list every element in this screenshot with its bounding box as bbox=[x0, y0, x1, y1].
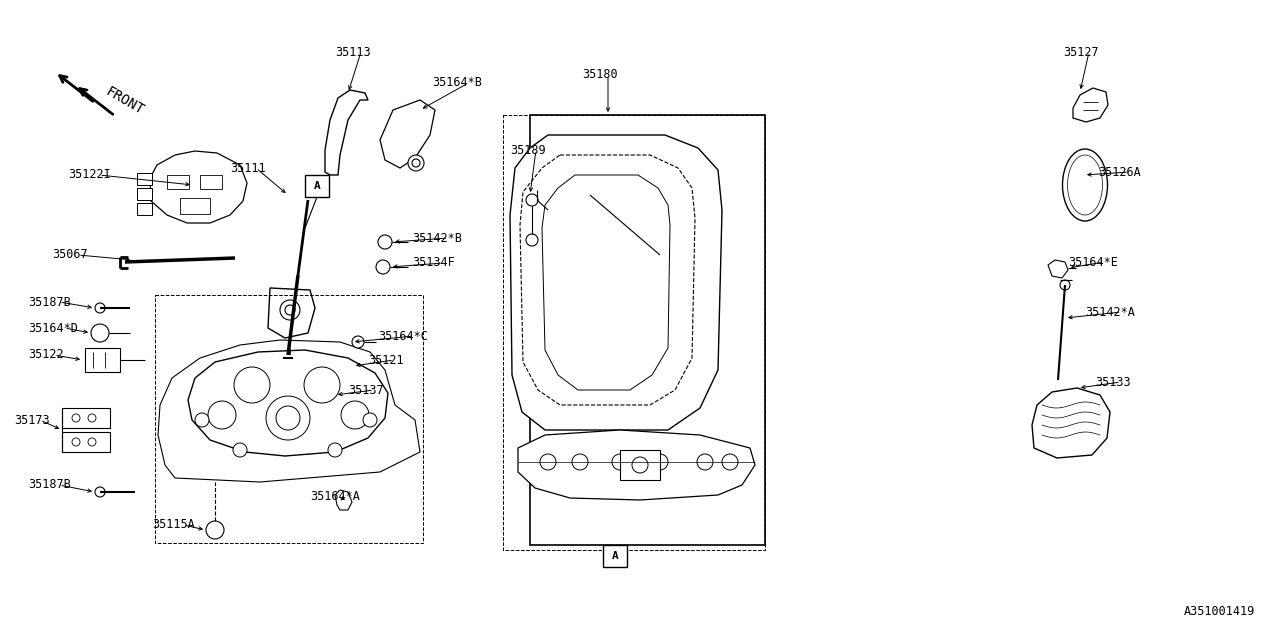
Polygon shape bbox=[325, 90, 369, 175]
Polygon shape bbox=[520, 155, 695, 405]
Text: 35111: 35111 bbox=[230, 161, 266, 175]
Polygon shape bbox=[188, 350, 388, 456]
Bar bbox=[503, 115, 765, 550]
Text: 35173: 35173 bbox=[14, 413, 50, 426]
Text: 35121: 35121 bbox=[369, 353, 403, 367]
Circle shape bbox=[276, 406, 300, 430]
Circle shape bbox=[540, 454, 556, 470]
Text: 35134F: 35134F bbox=[412, 257, 454, 269]
Circle shape bbox=[88, 414, 96, 422]
Text: 35122I: 35122I bbox=[68, 168, 111, 182]
Text: A: A bbox=[612, 551, 618, 561]
Circle shape bbox=[340, 401, 369, 429]
Circle shape bbox=[95, 487, 105, 497]
Polygon shape bbox=[1032, 388, 1110, 458]
Text: 35142*B: 35142*B bbox=[412, 232, 462, 244]
Polygon shape bbox=[1048, 260, 1068, 278]
Polygon shape bbox=[380, 100, 435, 168]
Circle shape bbox=[364, 413, 378, 427]
Circle shape bbox=[91, 324, 109, 342]
Text: 35133: 35133 bbox=[1094, 376, 1130, 388]
Polygon shape bbox=[150, 151, 247, 223]
Text: 35137: 35137 bbox=[348, 383, 384, 397]
Circle shape bbox=[233, 443, 247, 457]
Ellipse shape bbox=[1062, 149, 1107, 221]
Bar bbox=[620, 450, 660, 480]
Bar bbox=[180, 198, 210, 214]
Circle shape bbox=[352, 336, 364, 348]
Text: 35115A: 35115A bbox=[152, 518, 195, 531]
Text: 35164*A: 35164*A bbox=[310, 490, 360, 502]
Circle shape bbox=[526, 234, 538, 246]
Circle shape bbox=[195, 413, 209, 427]
Text: 35113: 35113 bbox=[335, 45, 371, 58]
Circle shape bbox=[412, 159, 420, 167]
Circle shape bbox=[376, 260, 390, 274]
Circle shape bbox=[378, 235, 392, 249]
Text: FRONT: FRONT bbox=[102, 85, 146, 118]
Text: 35187B: 35187B bbox=[28, 296, 70, 308]
Circle shape bbox=[632, 457, 648, 473]
Polygon shape bbox=[1073, 88, 1108, 122]
Circle shape bbox=[722, 454, 739, 470]
Text: 35164*E: 35164*E bbox=[1068, 255, 1117, 269]
Bar bbox=[603, 545, 627, 567]
Polygon shape bbox=[335, 490, 352, 510]
Circle shape bbox=[612, 454, 628, 470]
Bar bbox=[61, 432, 110, 452]
Bar bbox=[137, 188, 152, 200]
Text: A351001419: A351001419 bbox=[1184, 605, 1254, 618]
Circle shape bbox=[652, 454, 668, 470]
Text: 35122: 35122 bbox=[28, 349, 64, 362]
Polygon shape bbox=[541, 175, 669, 390]
Ellipse shape bbox=[1068, 155, 1102, 215]
Circle shape bbox=[72, 414, 79, 422]
Bar bbox=[84, 348, 120, 372]
Circle shape bbox=[305, 367, 340, 403]
Text: 35067: 35067 bbox=[52, 248, 87, 262]
Text: 35126A: 35126A bbox=[1098, 166, 1140, 179]
Text: 35164*D: 35164*D bbox=[28, 321, 78, 335]
Text: 35189: 35189 bbox=[509, 143, 545, 157]
Bar bbox=[200, 175, 221, 189]
Circle shape bbox=[280, 300, 300, 320]
Circle shape bbox=[206, 521, 224, 539]
Circle shape bbox=[572, 454, 588, 470]
Bar bbox=[155, 295, 422, 543]
Circle shape bbox=[285, 305, 294, 315]
Text: 35127: 35127 bbox=[1062, 45, 1098, 58]
Circle shape bbox=[1060, 280, 1070, 290]
Circle shape bbox=[234, 367, 270, 403]
Bar bbox=[137, 173, 152, 185]
Circle shape bbox=[88, 438, 96, 446]
Bar bbox=[530, 115, 765, 545]
Circle shape bbox=[207, 401, 236, 429]
Text: 35180: 35180 bbox=[582, 68, 618, 81]
Circle shape bbox=[408, 155, 424, 171]
Bar bbox=[166, 175, 189, 189]
Polygon shape bbox=[268, 288, 315, 338]
Text: 35164*B: 35164*B bbox=[433, 77, 481, 90]
Bar bbox=[61, 408, 110, 428]
Circle shape bbox=[95, 303, 105, 313]
Circle shape bbox=[266, 396, 310, 440]
Bar bbox=[305, 175, 329, 197]
Polygon shape bbox=[157, 340, 420, 482]
Circle shape bbox=[72, 438, 79, 446]
Circle shape bbox=[526, 194, 538, 206]
Text: 35164*C: 35164*C bbox=[378, 330, 428, 342]
Circle shape bbox=[328, 443, 342, 457]
Text: 35142*A: 35142*A bbox=[1085, 305, 1135, 319]
Polygon shape bbox=[509, 135, 722, 430]
Text: A: A bbox=[314, 181, 320, 191]
Circle shape bbox=[698, 454, 713, 470]
Polygon shape bbox=[518, 430, 755, 500]
Bar bbox=[137, 203, 152, 215]
Text: 35187B: 35187B bbox=[28, 479, 70, 492]
